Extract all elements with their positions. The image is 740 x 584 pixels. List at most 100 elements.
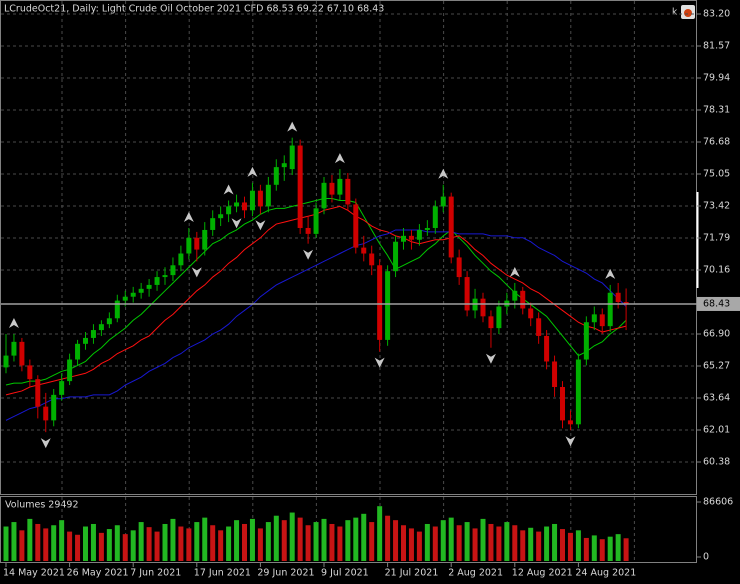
volume-bar (154, 531, 160, 561)
candle-body (11, 341, 17, 356)
fractal-down (40, 438, 51, 449)
fractal-up (438, 168, 449, 179)
y-tick-label: 79.94 (703, 73, 730, 84)
volume-bar (528, 527, 534, 561)
candle-body (226, 206, 232, 215)
volume-bar (90, 523, 96, 561)
volume-bar (249, 518, 255, 561)
volume-bar (67, 531, 73, 561)
x-tick-label: 14 May 2021 (3, 568, 65, 579)
candle-body (265, 184, 271, 207)
volume-bar (377, 506, 383, 561)
candle-body (424, 227, 430, 230)
volume-bar (432, 526, 438, 561)
x-tick-label: 21 Jul 2021 (385, 568, 439, 579)
volume-bar (607, 536, 613, 561)
y-tick-label: 60.38 (703, 457, 730, 468)
volume-bar (575, 530, 581, 561)
fractal-up (223, 184, 234, 195)
volume-bar (321, 518, 327, 561)
volume-bar (281, 520, 287, 561)
volume-bar (615, 534, 621, 561)
volume-bar (583, 537, 589, 561)
candle-body (154, 277, 160, 285)
volume-bar (11, 522, 17, 561)
candle-body (59, 381, 65, 395)
volume-bar (3, 526, 9, 561)
y-tick-label: 83.20 (703, 9, 730, 20)
candle-body (178, 253, 184, 266)
volume-bar (623, 538, 629, 561)
candle-body (242, 202, 247, 211)
volume-label: Volumes 29492 (5, 500, 79, 511)
volume-bar (273, 515, 279, 561)
volume-bar (130, 530, 136, 561)
volume-bar (456, 525, 462, 561)
candle-body (329, 182, 335, 195)
volume-bar (440, 520, 446, 561)
fractal-down (374, 357, 385, 368)
fractal-up (287, 121, 298, 132)
candle-body (353, 204, 359, 248)
volume-bar (98, 532, 104, 561)
icon-k: k (672, 8, 678, 18)
x-tick-label: 26 May 2021 (67, 568, 129, 579)
candle-body (138, 288, 144, 293)
volume-bar (75, 534, 81, 561)
candle-body (591, 314, 597, 323)
candle-body (567, 420, 573, 425)
volume-bar (520, 530, 526, 561)
candle-body (114, 300, 120, 319)
volume-bar (114, 525, 120, 561)
candle-body (575, 359, 581, 425)
candle-body (416, 229, 422, 240)
candle-body (552, 361, 558, 388)
volume-bar (385, 515, 391, 561)
candle-body (464, 277, 470, 311)
volume-bar (59, 520, 65, 561)
candle-body (345, 178, 351, 205)
x-tick-label: 2 Aug 2021 (448, 568, 503, 579)
volume-bar (210, 525, 216, 561)
volume-tick-label: 0 (703, 552, 709, 563)
candle-body (122, 296, 128, 301)
x-tick-label: 7 Jun 2021 (130, 568, 181, 579)
fractal-up (247, 166, 258, 177)
candle-body (408, 235, 414, 240)
volume-bar (19, 530, 25, 561)
volume-bar (353, 517, 359, 561)
x-tick-label: 9 Jul 2021 (321, 568, 369, 579)
candle-body (106, 318, 112, 325)
volume-bar (178, 526, 184, 561)
volume-bar (35, 523, 41, 561)
chart-title: LCrudeOct21, Daily: Light Crude Oil Octo… (4, 4, 384, 15)
candle-body (496, 306, 502, 329)
moving-average (5, 229, 627, 421)
volume-bar (361, 513, 367, 561)
candle-body (186, 237, 192, 254)
candle-body (305, 227, 311, 234)
volume-bar (591, 535, 597, 561)
candle-body (615, 292, 621, 302)
candle-body (369, 253, 375, 266)
candle-body (432, 206, 438, 228)
last-price-label: 68.43 (703, 298, 730, 309)
candle-body (393, 241, 399, 272)
candle-body (98, 324, 104, 331)
volume-bar (297, 517, 303, 561)
volume-bar (83, 526, 88, 561)
volume-bar (464, 522, 470, 561)
candle-body (162, 275, 168, 278)
y-tick-label: 78.31 (703, 105, 730, 116)
candle-body (297, 145, 303, 228)
candle-body (130, 292, 136, 297)
y-tick-label: 76.68 (703, 137, 730, 148)
volume-bar (448, 517, 454, 561)
volume-bar (401, 525, 406, 561)
volume-bar (27, 518, 33, 561)
volume-tick-label: 86606 (703, 497, 733, 508)
y-tick-label: 70.16 (703, 265, 730, 276)
volume-bar (170, 518, 176, 561)
candle-body (202, 229, 208, 250)
